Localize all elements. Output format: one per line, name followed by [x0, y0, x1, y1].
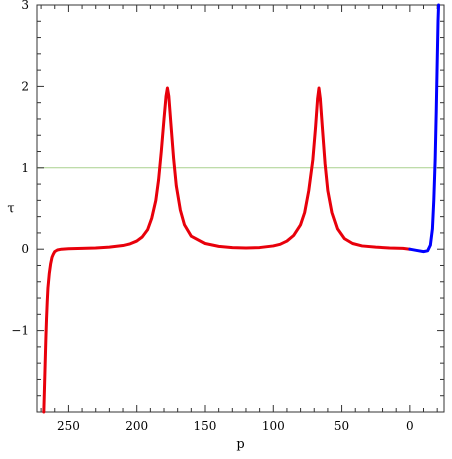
data-point — [46, 300, 49, 304]
data-point — [432, 199, 435, 202]
data-point — [172, 156, 175, 160]
data-point — [360, 244, 364, 248]
data-point — [44, 337, 48, 340]
data-point — [179, 208, 182, 212]
data-point — [183, 223, 186, 226]
data-point — [67, 247, 70, 250]
data-point — [49, 262, 52, 266]
data-point — [154, 199, 158, 202]
y-tick-label: 2 — [21, 79, 29, 93]
x-tick-labels: 250 200 150 100 50 0 — [57, 419, 414, 433]
x-tick-label: 150 — [194, 419, 217, 433]
data-point — [351, 242, 354, 245]
y-axis-label: τ — [7, 202, 14, 217]
data-point — [190, 234, 193, 238]
x-tick-label: 250 — [57, 419, 80, 433]
data-point — [52, 252, 55, 256]
data-point — [217, 245, 220, 248]
data-point — [415, 249, 418, 252]
x-axis-label: p — [236, 437, 244, 452]
data-point — [80, 247, 84, 250]
plot-frame — [36, 4, 445, 413]
data-point — [160, 150, 163, 153]
x-tick-label: 100 — [262, 419, 285, 433]
y-tick-label: −1 — [11, 324, 29, 338]
data-point — [169, 121, 173, 125]
data-point — [401, 247, 405, 250]
series-group — [42, 3, 441, 414]
data-point — [272, 244, 275, 248]
data-point — [231, 246, 234, 249]
data-point — [258, 246, 261, 249]
data-point — [285, 239, 289, 243]
data-point — [330, 211, 334, 214]
data-point — [435, 60, 439, 64]
data-point — [303, 211, 306, 214]
data-point — [422, 250, 425, 253]
data-point — [53, 250, 56, 253]
data-point — [166, 86, 169, 90]
data-point — [321, 125, 324, 129]
data-point — [167, 94, 170, 98]
data-point — [311, 158, 315, 161]
data-point — [307, 189, 310, 192]
data-point — [431, 227, 434, 231]
y-tick-label: 3 — [21, 0, 29, 12]
data-point — [45, 317, 48, 320]
data-point — [42, 410, 46, 414]
data-point — [43, 386, 46, 389]
data-point — [60, 248, 63, 251]
data-point — [323, 162, 327, 165]
series-line-1 — [408, 3, 441, 254]
data-point — [203, 242, 207, 245]
data-point — [408, 248, 412, 251]
data-point — [314, 125, 317, 129]
data-point — [437, 3, 440, 7]
data-point — [175, 184, 178, 187]
data-point — [94, 246, 97, 250]
data-point — [433, 158, 437, 161]
data-point — [43, 361, 47, 365]
data-point — [388, 246, 391, 250]
data-point — [316, 97, 319, 100]
data-point — [164, 94, 168, 98]
data-point — [292, 234, 295, 237]
data-point — [128, 242, 132, 246]
tick-marks — [37, 4, 444, 413]
data-point — [135, 239, 138, 243]
data-point — [108, 245, 111, 249]
data-point — [435, 109, 438, 113]
y-tick-label: 0 — [21, 242, 29, 256]
data-point — [319, 97, 322, 100]
data-point — [436, 20, 440, 23]
data-point — [146, 228, 149, 231]
x-tick-label: 50 — [334, 419, 349, 433]
data-point — [317, 86, 321, 90]
data-point — [326, 189, 330, 192]
data-point — [157, 178, 160, 182]
y-tick-label: 1 — [21, 161, 29, 175]
data-point — [46, 287, 50, 290]
data-point — [244, 246, 248, 250]
data-point — [429, 243, 432, 247]
data-point — [343, 237, 346, 240]
data-point — [426, 249, 429, 253]
data-point — [150, 217, 153, 220]
data-point — [48, 272, 51, 275]
x-tick-label: 0 — [406, 419, 414, 433]
series-line-0 — [42, 86, 412, 414]
data-point — [140, 235, 144, 239]
data-point — [336, 227, 339, 231]
y-tick-labels: −1 0 1 2 3 — [11, 0, 29, 338]
x-tick-label: 200 — [125, 419, 148, 433]
data-point — [278, 243, 282, 246]
data-point — [162, 117, 166, 121]
data-point — [56, 248, 59, 252]
data-point — [299, 223, 302, 226]
data-point — [121, 244, 125, 247]
data-point — [50, 256, 54, 259]
data-point — [374, 245, 377, 249]
